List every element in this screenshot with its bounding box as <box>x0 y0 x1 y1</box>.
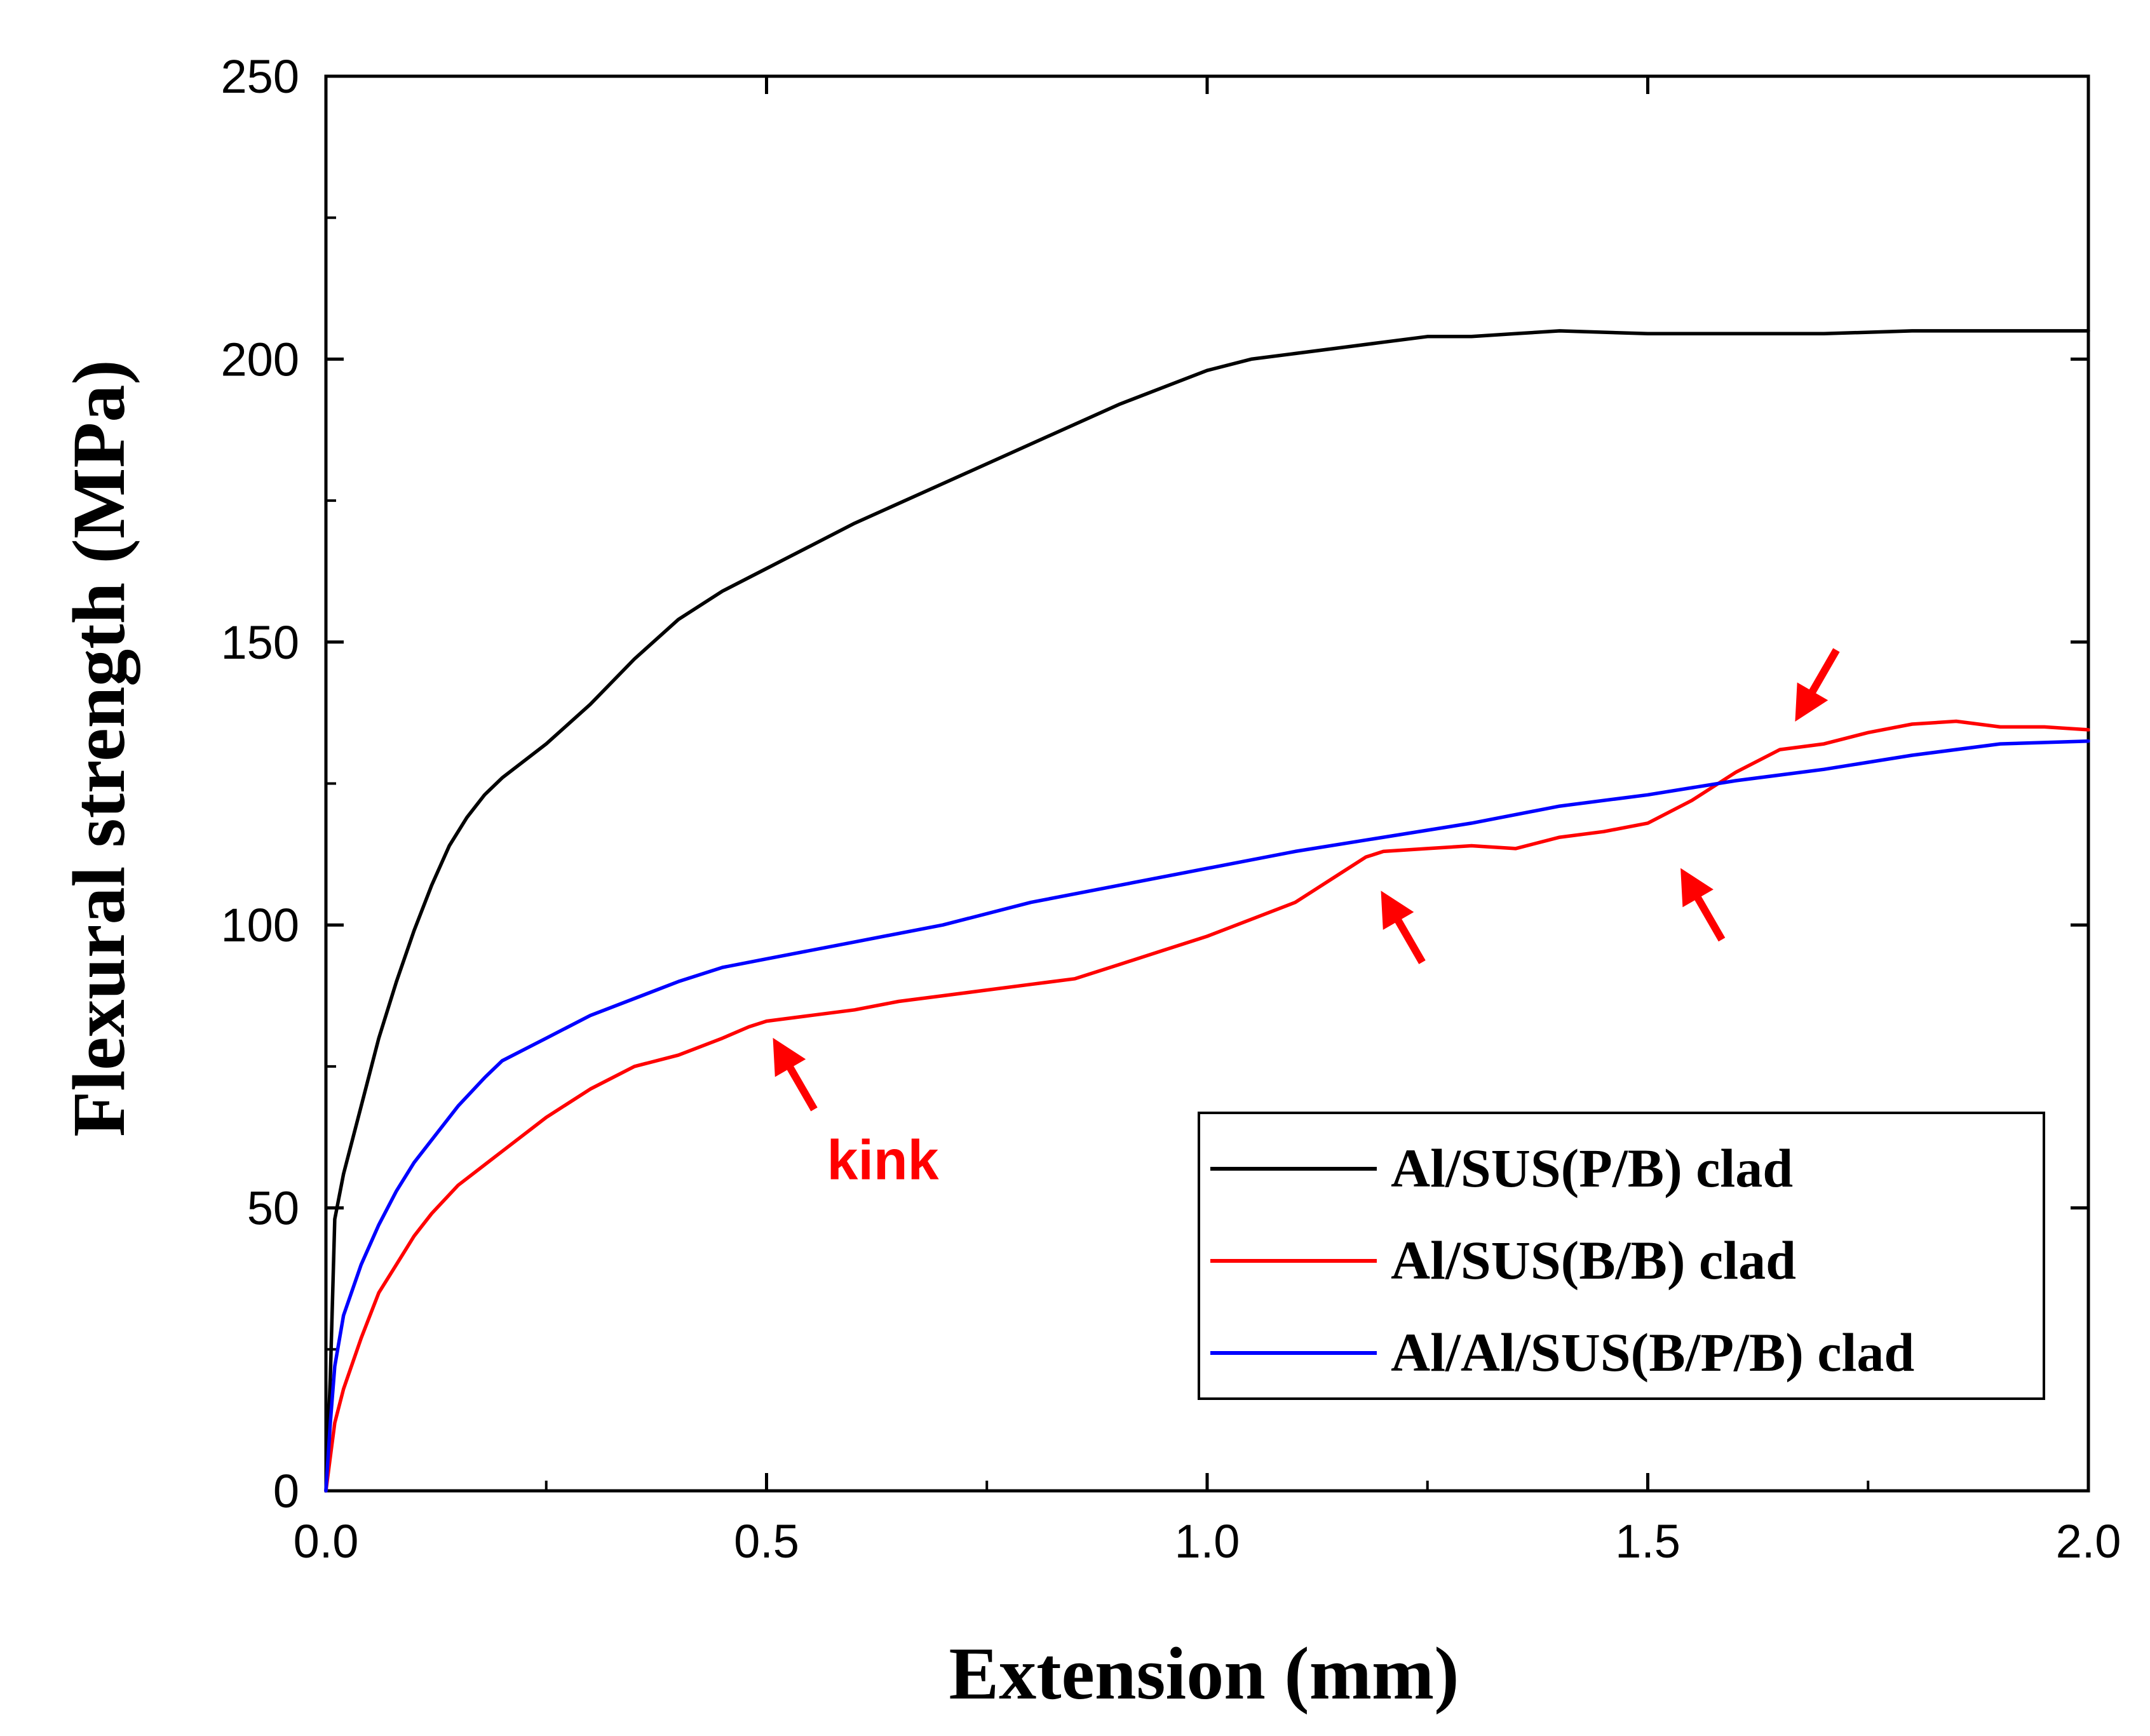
legend-label-0: Al/SUS(P/B) clad <box>1391 1138 1793 1199</box>
series-group <box>324 329 2090 1493</box>
annotation-arrow-head <box>773 1037 806 1077</box>
y-axis-title: Flexural strength (MPa) <box>57 360 140 1136</box>
y-tick-label: 200 <box>221 333 299 386</box>
series-line-2 <box>324 739 2090 1493</box>
y-tick-label: 150 <box>221 616 299 669</box>
legend-label-1: Al/SUS(B/B) clad <box>1391 1230 1796 1291</box>
x-tick-label: 0.5 <box>734 1515 799 1568</box>
series-line-1 <box>324 719 2090 1493</box>
annotations-group: kink <box>773 648 1840 1191</box>
x-tick-label: 1.0 <box>1175 1515 1240 1568</box>
legend-label-2: Al/Al/SUS(B/P/B) clad <box>1391 1322 1914 1383</box>
x-tick-label: 0.0 <box>294 1515 359 1568</box>
y-tick-label: 100 <box>221 899 299 952</box>
y-tick-label: 0 <box>273 1465 299 1517</box>
annotation-arrow-head <box>1795 682 1829 722</box>
y-tick-label: 50 <box>247 1182 299 1235</box>
annotation-label: kink <box>827 1128 940 1191</box>
annotation-arrow-head <box>1680 868 1714 908</box>
axes-group: 0.0 0.5 1.0 1.5 2.0 0 50 100 150 200 250 <box>221 50 2121 1568</box>
series-line-0 <box>324 329 2090 1493</box>
x-axis-title: Extension (mm) <box>949 1632 1459 1715</box>
x-tick-label: 2.0 <box>2056 1515 2121 1568</box>
legend: Al/SUS(P/B) clad Al/SUS(B/B) clad Al/Al/SU… <box>1198 1112 2045 1400</box>
annotation-arrow-head <box>1381 891 1414 930</box>
legend-box <box>1198 1112 2045 1400</box>
y-tick-label: 250 <box>221 50 299 103</box>
x-tick-label: 1.5 <box>1615 1515 1680 1568</box>
